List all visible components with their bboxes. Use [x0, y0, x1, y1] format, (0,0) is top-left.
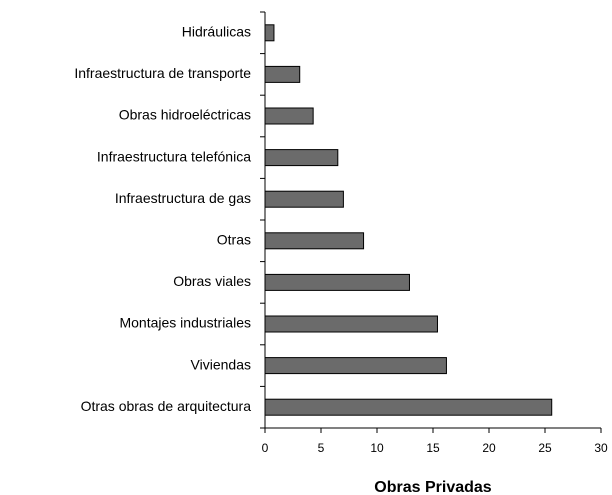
- y-tick-label: Otras obras de arquitectura: [81, 398, 252, 414]
- bar: [264, 398, 553, 416]
- bar: [264, 273, 410, 291]
- y-tick-label: Obras hidroeléctricas: [119, 107, 251, 123]
- bar: [264, 65, 301, 83]
- x-tick-label: 10: [370, 441, 384, 455]
- y-tick-label: Montajes industriales: [119, 315, 251, 331]
- y-tick-label: Infraestructura telefónica: [97, 148, 251, 164]
- y-tick-label: Obras viales: [173, 273, 251, 289]
- bar: [264, 149, 339, 167]
- y-tick-label: Infraestructura de gas: [115, 190, 251, 206]
- x-tick-label: 15: [426, 441, 440, 455]
- x-axis-title: Obras Privadas: [374, 479, 492, 495]
- x-tick-label: 30: [594, 441, 608, 455]
- x-tick-label: 5: [318, 441, 325, 455]
- y-tick-label: Hidráulicas: [182, 24, 251, 40]
- bar: [264, 315, 438, 333]
- y-tick-label: Otras: [217, 232, 251, 248]
- x-tick-label: 20: [482, 441, 496, 455]
- bar: [264, 232, 365, 250]
- bar: [264, 190, 344, 208]
- y-tick-label: Viviendas: [191, 356, 251, 372]
- bar: [264, 24, 275, 42]
- bar: [264, 357, 447, 375]
- x-tick-label: 25: [538, 441, 552, 455]
- y-tick-label: Infraestructura de transporte: [74, 65, 251, 81]
- bar: [264, 107, 314, 125]
- x-tick-label: 0: [262, 441, 269, 455]
